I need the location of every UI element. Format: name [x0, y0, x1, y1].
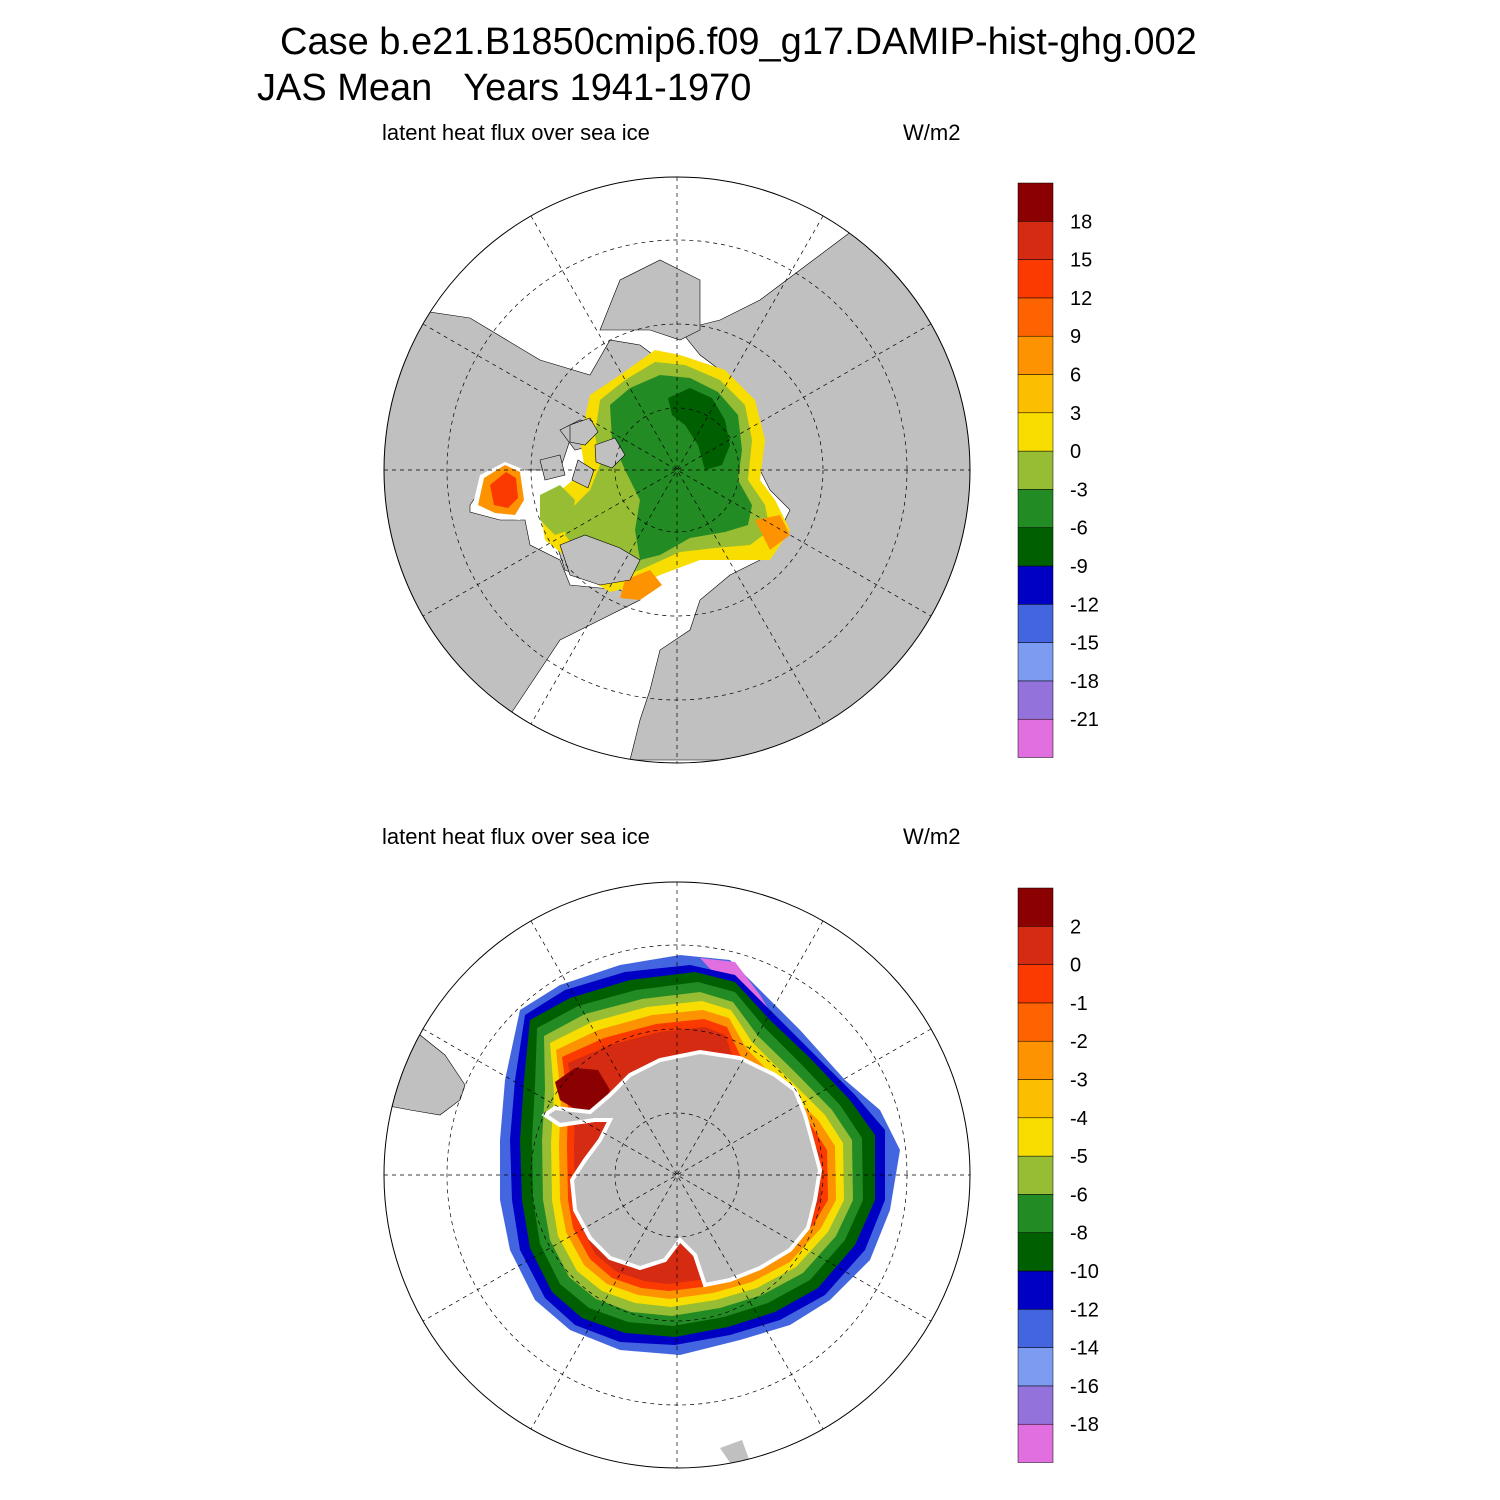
- colorbar-tick-label: 9: [1070, 326, 1081, 348]
- north-panel-title: latent heat flux over sea ice: [382, 120, 650, 145]
- meridian-line: [422, 323, 932, 617]
- colorbar-swatch: [1017, 926, 1054, 965]
- colorbar-swatch: [1017, 297, 1054, 337]
- colorbar-swatch: [1017, 887, 1054, 927]
- colorbar-tick-label: -8: [1070, 1223, 1088, 1245]
- bering-land: [599, 259, 701, 341]
- colorbar-swatch: [1017, 1385, 1054, 1425]
- colorbar-tick-label: -6: [1070, 518, 1088, 540]
- ice-contour-orange: [755, 515, 790, 550]
- meridian-line: [530, 215, 824, 725]
- colorbar-swatch: [1017, 489, 1054, 528]
- ice-contour-darkred: [555, 1068, 610, 1112]
- colorbar-tick-label: -3: [1070, 1070, 1088, 1092]
- north-polar-map: [383, 176, 971, 764]
- colorbar-swatch: [1017, 1309, 1054, 1348]
- colorbar-tick-label: -12: [1070, 1299, 1099, 1321]
- arctic-island: [594, 437, 626, 469]
- ice-contour-baffin: [540, 485, 575, 535]
- north-graticule: [384, 177, 970, 763]
- colorbar-tick-label: -5: [1070, 1146, 1088, 1168]
- meridian-line: [530, 920, 824, 1430]
- colorbar-tick-label: 18: [1070, 211, 1092, 233]
- figure-title-case: Case b.e21.B1850cmip6.f09_g17.DAMIP-hist…: [280, 21, 1197, 63]
- colorbar-tick-label: -18: [1070, 1414, 1099, 1436]
- colorbar-tick-label: -12: [1070, 594, 1099, 616]
- colorbar-swatch: [1017, 374, 1054, 414]
- colorbar-swatch: [1017, 527, 1054, 567]
- colorbar-swatch: [1017, 565, 1054, 605]
- colorbar-swatch: [1017, 604, 1054, 643]
- south-map-border: [383, 881, 971, 1469]
- colorbar-swatch: [1017, 1194, 1054, 1233]
- colorbar-tick-label: -21: [1070, 709, 1099, 731]
- colorbar-swatch: [1017, 1155, 1054, 1195]
- colorbar-swatch: [1017, 1347, 1054, 1387]
- colorbar-swatch: [1017, 1270, 1054, 1310]
- colorbar-swatch: [1017, 182, 1054, 222]
- colorbar-swatch: [1017, 1232, 1054, 1272]
- meridian-line: [422, 323, 932, 617]
- arctic-island: [569, 417, 599, 446]
- south-panel-title: latent heat flux over sea ice: [382, 824, 650, 849]
- colorbar-tick-label: 2: [1070, 916, 1081, 938]
- colorbar-tick-label: 0: [1070, 955, 1081, 977]
- colorbar-swatch: [1017, 1079, 1054, 1119]
- north-map-border: [383, 176, 971, 764]
- colorbar-swatch: [1017, 718, 1054, 758]
- colorbar-tick-label: -16: [1070, 1376, 1099, 1398]
- colorbar-swatch: [1017, 450, 1054, 490]
- colorbar-tick-label: -6: [1070, 1184, 1088, 1206]
- figure-title-period: JAS Mean Years 1941-1970: [257, 67, 752, 109]
- colorbar-tick-label: -15: [1070, 633, 1099, 655]
- arctic-island: [571, 459, 595, 489]
- colorbar-swatch: [1017, 259, 1054, 299]
- colorbar-tick-label: -2: [1070, 1031, 1088, 1053]
- colorbar-tick-label: -14: [1070, 1338, 1099, 1360]
- colorbar-swatch: [1017, 335, 1054, 375]
- north-arctic-islands: [559, 417, 641, 586]
- antarctica-land: [541, 1049, 823, 1288]
- colorbar-swatch: [1017, 680, 1054, 720]
- colorbar-swatch: [1017, 1423, 1054, 1463]
- north-panel-units: W/m2: [903, 120, 961, 145]
- colorbar-tick-label: -3: [1070, 479, 1088, 501]
- south-colorbar: -18-16-14-12-10-8-6-5-4-3-2-102: [1017, 887, 1099, 1463]
- colorbar-tick-label: -4: [1070, 1108, 1088, 1130]
- colorbar-tick-label: -10: [1070, 1261, 1099, 1283]
- south-graticule: [384, 882, 970, 1468]
- colorbar-tick-label: 12: [1070, 288, 1092, 310]
- meridian-line: [422, 1028, 932, 1322]
- colorbar-tick-label: 0: [1070, 441, 1081, 463]
- colorbar-swatch: [1017, 412, 1054, 452]
- meridian-line: [530, 215, 824, 725]
- colorbar-tick-label: 15: [1070, 250, 1092, 272]
- colorbar-tick-label: -9: [1070, 556, 1088, 578]
- south-panel-units: W/m2: [903, 824, 961, 849]
- meridian-line: [422, 1028, 932, 1322]
- colorbar-swatch: [1017, 1002, 1054, 1042]
- meridian-line: [530, 920, 824, 1430]
- colorbar-swatch: [1017, 642, 1054, 682]
- colorbar-swatch: [1017, 1040, 1054, 1080]
- north-colorbar: -21 -18 -15 -12 -9 -6 -3 0 3 6 9 12 15 18: [1017, 182, 1099, 758]
- colorbar-swatch: [1017, 1117, 1054, 1157]
- north-sea-ice-field: [478, 350, 790, 600]
- colorbar-tick-label: 6: [1070, 365, 1081, 387]
- colorbar-swatch: [1017, 221, 1054, 260]
- colorbar-tick-label: -1: [1070, 993, 1088, 1015]
- south-polar-map: [383, 881, 971, 1469]
- greenland-land: [559, 534, 641, 586]
- colorbar-tick-label: 3: [1070, 403, 1081, 425]
- ice-contour-red: [490, 472, 518, 508]
- arctic-island: [539, 454, 566, 481]
- ice-contour-orange: [620, 570, 662, 600]
- colorbar-tick-label: -18: [1070, 671, 1099, 693]
- colorbar-swatch: [1017, 964, 1054, 1004]
